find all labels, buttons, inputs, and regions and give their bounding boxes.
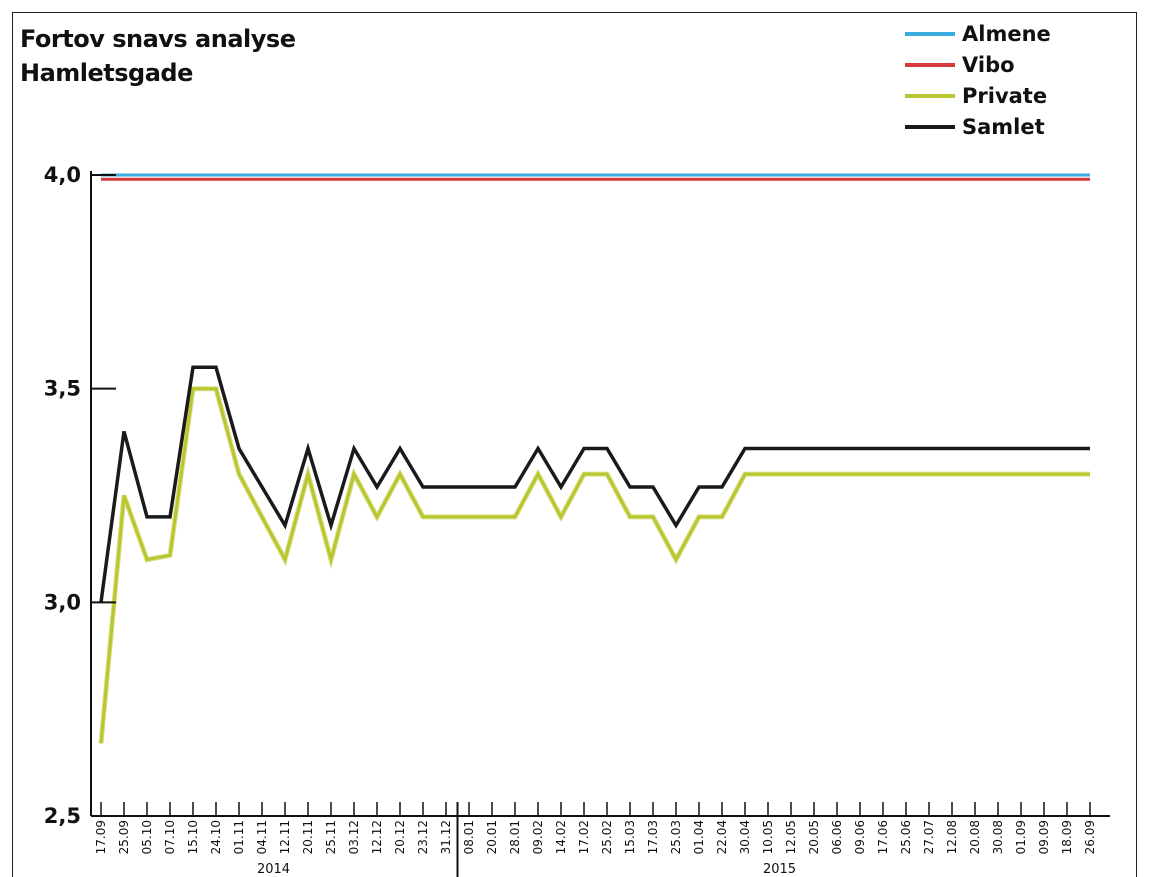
legend-label-private: Private <box>962 84 1048 108</box>
legend-label-vibo: Vibo <box>962 53 1015 77</box>
x-tick-label: 25.02 <box>600 820 614 854</box>
x-tick-label: 04.11 <box>255 820 269 854</box>
legend-swatch-samlet <box>905 125 955 129</box>
x-tick-label: 17.03 <box>646 820 660 854</box>
legend-swatch-private <box>905 94 955 98</box>
x-tick-label: 12.08 <box>945 820 959 854</box>
x-tick-label: 09.09 <box>1037 820 1051 854</box>
x-tick-label: 12.05 <box>784 820 798 854</box>
x-tick-label: 20.01 <box>485 820 499 854</box>
x-tick-label: 22.04 <box>715 820 729 854</box>
x-tick-label: 25.06 <box>899 820 913 854</box>
chart-subtitle: Hamletsgade <box>20 59 193 87</box>
legend-label-almene: Almene <box>962 22 1051 46</box>
series-line-samlet <box>99 365 1090 603</box>
x-tick-label: 25.03 <box>669 820 683 854</box>
x-tick-label: 08.01 <box>462 820 476 854</box>
x-tick-label: 15.10 <box>186 820 200 854</box>
x-tick-label: 15.03 <box>623 820 637 854</box>
x-tick-label: 12.12 <box>370 820 384 854</box>
axes <box>90 171 1110 817</box>
year-label-2015: 2015 <box>763 862 796 877</box>
legend-swatch-vibo <box>905 63 955 67</box>
chart-title: Fortov snavs analyse <box>20 25 296 53</box>
legend-item-samlet: Samlet <box>905 113 1125 144</box>
x-tick-label: 17.06 <box>876 820 890 854</box>
series-line-private-halo <box>98 386 1090 744</box>
x-tick-label: 23.12 <box>416 820 430 854</box>
x-tick-label: 06.06 <box>830 820 844 854</box>
x-tick-label: 17.02 <box>577 820 591 854</box>
x-tick-label: 09.06 <box>853 820 867 854</box>
x-tick-label: 25.09 <box>117 820 131 854</box>
legend-item-almene: Almene <box>905 20 1125 51</box>
y-tick-label: 3,0 <box>44 590 81 614</box>
x-tick-label: 31.12 <box>439 820 453 854</box>
x-tick-label: 30.08 <box>991 820 1005 854</box>
x-tick-label: 03.12 <box>347 820 361 854</box>
x-tick-label: 30.04 <box>738 820 752 854</box>
x-tick-label: 25.11 <box>324 820 338 854</box>
legend: Almene Vibo Private Samlet <box>905 20 1125 144</box>
x-tick-label: 05.10 <box>140 820 154 854</box>
x-tick-label: 01.11 <box>232 820 246 854</box>
x-tick-label: 09.02 <box>531 820 545 854</box>
y-tick-label: 2,5 <box>44 804 81 828</box>
x-tick-label: 27.07 <box>922 820 936 854</box>
series-line-private <box>99 387 1090 744</box>
year-label-2014: 2014 <box>257 862 290 877</box>
x-tick-label: 24.10 <box>209 820 223 854</box>
x-tick-label: 07.10 <box>163 820 177 854</box>
x-tick-label: 28.01 <box>508 820 522 854</box>
x-tick-label: 20.11 <box>301 820 315 854</box>
y-tick-label: 3,5 <box>44 377 81 401</box>
x-axis-ticks: 17.09 25.09 05.10 07.10 15.10 24.10 01.11 04.11… <box>94 802 1097 877</box>
y-axis-ticks: 2,5 3,0 3,5 4,0 <box>44 163 116 828</box>
x-tick-label: 01.04 <box>692 820 706 854</box>
x-tick-label: 12.11 <box>278 820 292 854</box>
series-lines <box>98 173 1090 744</box>
legend-item-vibo: Vibo <box>905 51 1125 82</box>
legend-item-private: Private <box>905 82 1125 113</box>
x-tick-label: 18.09 <box>1060 820 1074 854</box>
chart-frame <box>12 12 1137 877</box>
legend-swatch-almene <box>905 32 955 36</box>
x-tick-label: 01.09 <box>1014 820 1028 854</box>
x-tick-label: 20.12 <box>393 820 407 854</box>
x-tick-label: 20.08 <box>968 820 982 854</box>
x-tick-label: 20.05 <box>807 820 821 854</box>
x-tick-label: 17.09 <box>94 820 108 854</box>
x-tick-label: 26.09 <box>1083 820 1097 854</box>
x-tick-label: 10.05 <box>761 820 775 854</box>
legend-label-samlet: Samlet <box>962 115 1045 139</box>
chart-title-block: Fortov snavs analyse Hamletsgade <box>20 22 296 90</box>
y-tick-label: 4,0 <box>44 163 81 187</box>
x-tick-label: 14.02 <box>554 820 568 854</box>
